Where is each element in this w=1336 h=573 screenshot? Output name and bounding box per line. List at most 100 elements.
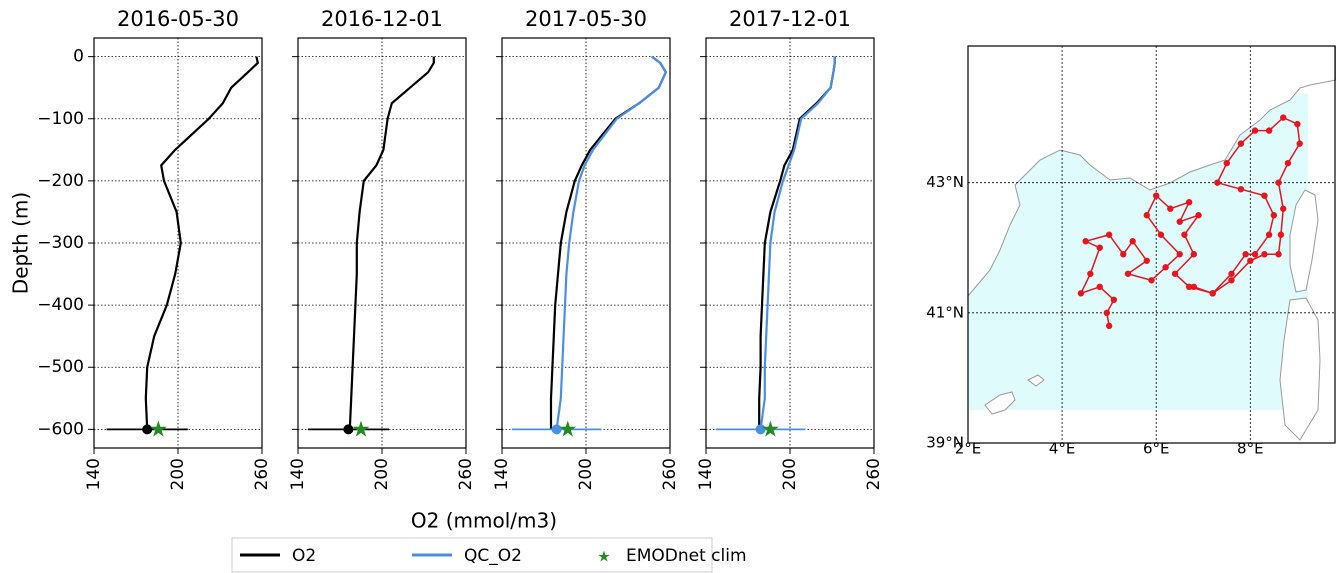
mean-point [551,424,562,435]
track-point [1209,290,1216,297]
panel-title: 2017-05-30 [525,7,647,31]
y-tick-label: −500 [37,357,84,377]
profile-line [144,56,260,430]
track-point [1223,159,1230,167]
track-point [1143,257,1150,264]
x-tick-label: 200 [372,458,392,490]
track-point [1105,322,1113,330]
coastline [984,391,1016,415]
track-point [1277,231,1285,238]
legend-label: QC_O2 [464,546,522,566]
x-tick-label: 260 [252,458,272,490]
axes-frame [705,37,875,449]
track-point [1247,257,1254,264]
track-point [1162,264,1169,271]
track-point [1103,309,1111,317]
y-tick-label: −300 [37,233,84,253]
track-point [1284,159,1292,167]
track-point [1181,231,1188,238]
profile-line [759,56,836,430]
track-point [1242,251,1249,258]
x-tick-label: 6°E [1143,440,1170,458]
clim-star: ★ [761,417,781,442]
x-tick-label: 260 [456,458,476,490]
axes-frame [967,45,1336,444]
x-tick-label: 2°E [955,440,982,458]
x-tick-label: 140 [696,458,716,490]
track-point [1270,212,1278,219]
track-point [1124,270,1132,277]
legend-label: EMODnet clim [626,546,747,566]
x-tick-label: 260 [864,458,884,490]
track-point [1275,251,1282,258]
track-point [1251,127,1259,134]
x-tick-label: 8°E [1237,440,1264,458]
track-point [1190,283,1198,291]
track-point [1228,270,1235,277]
track-point [1077,290,1085,297]
track-point [1129,238,1136,245]
x-tick-label: 4°E [1049,440,1076,458]
track-point [1082,238,1089,245]
track-point [1185,283,1193,291]
x-tick-label: 200 [168,458,188,490]
track-point [1110,296,1118,304]
track-point [1143,212,1150,219]
track-point [1195,212,1202,219]
track-point [1296,140,1303,147]
legend-label: O2 [292,546,316,566]
track-point [1261,251,1268,258]
y-tick-label: −200 [37,171,84,191]
clim-star: ★ [149,417,169,442]
x-tick-label: 140 [492,458,512,490]
track-point [1237,140,1245,147]
y-tick-label: −600 [37,419,84,439]
track-point [1294,120,1301,128]
panel-title: 2016-12-01 [321,7,443,31]
axes-frame [297,37,467,449]
track-point [1265,231,1273,238]
track-point [1185,198,1193,206]
track-point [1120,251,1127,258]
x-tick-label: 260 [660,458,680,490]
axes-frame [93,37,263,449]
track-point [1171,270,1179,277]
track-point [1096,244,1103,251]
axes-frame [501,37,671,449]
track-point [1176,218,1183,225]
y-tick-label: −400 [37,295,84,315]
mean-point [343,424,354,435]
track-point [1214,179,1221,186]
track-point [1275,179,1282,186]
x-tick-label: 200 [576,458,596,490]
y-tick-label: 0 [73,47,84,67]
coastline [1279,297,1321,441]
track-point [1280,205,1287,212]
coastline [1289,189,1319,293]
clim-star: ★ [351,417,371,442]
track-point [1096,283,1103,291]
legend-box [231,537,713,573]
track-point [1157,231,1165,238]
y-axis-label: Depth (m) [9,192,33,294]
track-point [1105,231,1113,238]
track-point [1261,192,1268,199]
track-point [1237,185,1245,193]
track-point [1087,270,1094,277]
track-point [1251,251,1259,258]
coastline [1027,374,1045,387]
profile-line [555,55,668,430]
legend-marker: ★ [597,548,610,566]
y-tick-label: 39°N [926,434,964,452]
track-point [1176,251,1183,258]
track-point [1167,205,1174,212]
y-tick-label: 41°N [926,303,964,321]
x-axis-label: O2 (mmol/m3) [411,509,557,533]
track-point [1265,127,1273,134]
track-point [1280,114,1287,121]
y-tick-label: −100 [37,109,84,129]
clim-star: ★ [558,417,578,442]
x-tick-label: 140 [288,458,308,490]
